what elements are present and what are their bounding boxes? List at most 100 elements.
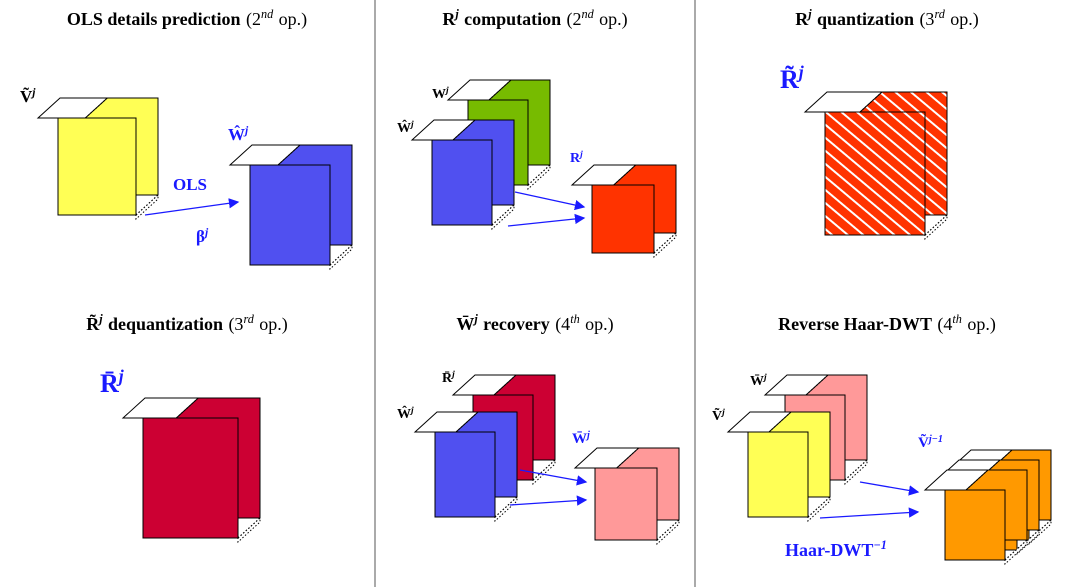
superscript: th xyxy=(570,312,580,326)
dotted-edge xyxy=(330,245,352,265)
superscript: rd xyxy=(243,312,254,326)
text: computation xyxy=(464,9,561,29)
dotted-edge xyxy=(136,195,158,215)
matrix-label: Ŵj xyxy=(228,124,249,145)
matrix-label: R̄j xyxy=(442,370,455,386)
text: recovery xyxy=(483,314,550,334)
text: quantization xyxy=(817,9,914,29)
dotted-edge xyxy=(845,460,867,480)
text: W xyxy=(432,87,446,102)
front-face xyxy=(592,185,654,253)
superscript: th xyxy=(952,312,962,326)
text: Ŵ xyxy=(397,405,411,422)
matrix-label: Ṽj−1 xyxy=(918,433,943,451)
matrix-slab xyxy=(728,412,830,521)
superscript: rd xyxy=(934,7,945,21)
text: op.) xyxy=(599,9,628,30)
text: Ŵ xyxy=(397,119,411,136)
matrix-slab xyxy=(415,412,517,521)
matrix-label: Wj xyxy=(432,86,449,102)
text: β xyxy=(196,227,205,246)
dotted-edge xyxy=(808,497,830,517)
matrix-slab xyxy=(925,450,1051,564)
dotted-edge xyxy=(528,165,550,185)
matrix-label: Ŵj xyxy=(397,119,414,136)
superscript: j−1 xyxy=(927,434,943,445)
superscript: nd xyxy=(261,7,274,21)
arrow xyxy=(510,500,586,505)
text: W̄ xyxy=(572,431,587,447)
text: R̃ xyxy=(780,65,799,94)
matrix-label: W̄j xyxy=(572,430,590,448)
panel-title: Reverse Haar-DWT(4thop.) xyxy=(778,312,996,335)
text: R̄ xyxy=(100,369,119,398)
matrix-label: OLS xyxy=(173,175,207,194)
text: op.) xyxy=(279,9,308,30)
dotted-edge xyxy=(495,497,517,517)
dotted-edge xyxy=(657,520,679,540)
arrow xyxy=(820,512,918,518)
front-face xyxy=(58,118,136,215)
panel-title: OLS details prediction(2nd op.) xyxy=(67,7,307,30)
text: Ṽ xyxy=(918,433,929,451)
arrow xyxy=(145,202,238,215)
front-face xyxy=(595,468,657,540)
superscript: −1 xyxy=(873,538,887,552)
matrix-label: R̄j xyxy=(100,366,124,398)
dotted-edge xyxy=(533,460,555,480)
text: R̃ xyxy=(86,314,100,334)
front-face xyxy=(825,112,925,235)
text: Ṽ xyxy=(712,406,722,424)
front-face xyxy=(435,432,495,517)
text: (3 xyxy=(228,314,243,335)
diagram: OLS details prediction(2ndop.)Rjcomputat… xyxy=(0,0,1080,587)
text: Reverse Haar-DWT xyxy=(778,314,932,334)
matrix-slab xyxy=(805,92,947,239)
dotted-edge xyxy=(238,518,260,538)
text: dequantization xyxy=(108,314,223,334)
text: op.) xyxy=(967,314,996,335)
matrix-slab xyxy=(575,448,679,544)
dotted-edge xyxy=(492,205,514,225)
text: (2 xyxy=(567,9,582,30)
matrix-label: Rj xyxy=(570,150,583,166)
dotted-edge xyxy=(654,233,676,253)
text: (2 xyxy=(246,9,261,30)
text: (3 xyxy=(919,9,934,30)
front-face xyxy=(432,140,492,225)
text: (4 xyxy=(555,314,570,335)
text: W̄ xyxy=(750,374,764,389)
front-face xyxy=(250,165,330,265)
matrix-label: R̃j xyxy=(780,62,804,94)
matrix-label: Haar-DWT−1 xyxy=(785,538,887,560)
matrix-slab xyxy=(123,398,260,542)
text: Ŵ xyxy=(228,125,245,144)
matrix-label: W̄j xyxy=(750,373,767,389)
arrow xyxy=(860,482,918,492)
text: R xyxy=(442,9,456,29)
front-face xyxy=(143,418,238,538)
text: Ṽ xyxy=(20,86,33,106)
text: op.) xyxy=(950,9,979,30)
text: OLS details prediction xyxy=(67,9,241,29)
front-face xyxy=(945,490,1005,560)
text: W̄ xyxy=(456,314,474,334)
matrix-label: Ṽj xyxy=(712,406,725,424)
text: op.) xyxy=(259,314,288,335)
dotted-edge xyxy=(925,215,947,235)
matrix-label: Ṽj xyxy=(20,86,36,107)
matrix-slab xyxy=(572,165,676,257)
text: op.) xyxy=(585,314,614,335)
matrix-label: Ŵj xyxy=(397,405,414,422)
text: Haar-DWT xyxy=(785,540,873,560)
arrow xyxy=(515,192,584,207)
text: OLS xyxy=(173,175,207,194)
matrix-slab xyxy=(412,120,514,229)
matrix-label: βj xyxy=(196,226,209,247)
superscript: nd xyxy=(582,7,595,21)
matrix-slab xyxy=(38,98,158,219)
